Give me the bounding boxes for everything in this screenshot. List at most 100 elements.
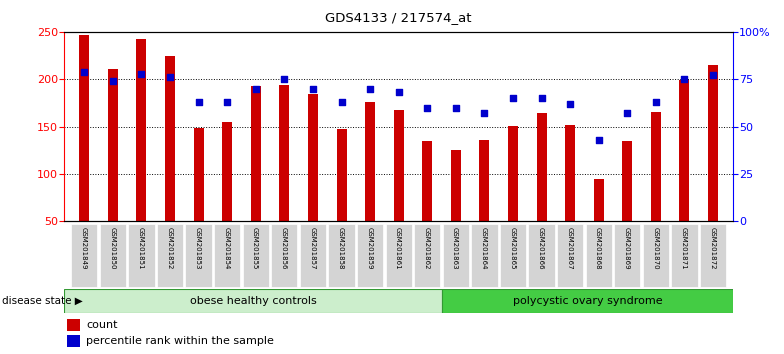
Point (249, 86, 262, 92)
Bar (708, 65, 718, 269)
Point (78, 69, 91, 74)
Point (392, 90, 405, 95)
Bar (471, 224, 498, 286)
Bar (214, 224, 241, 286)
Bar (622, 141, 633, 269)
Point (192, 99, 205, 105)
Bar (443, 224, 469, 286)
Bar (614, 224, 641, 286)
Bar (67, 335, 80, 347)
Bar (414, 224, 441, 286)
Bar (423, 141, 432, 269)
Text: GSM201870: GSM201870 (652, 227, 658, 269)
Bar (186, 224, 212, 286)
Text: GSM201866: GSM201866 (538, 227, 544, 269)
Text: GSM201861: GSM201861 (395, 227, 401, 269)
Bar (108, 69, 118, 269)
Bar (299, 224, 326, 286)
Bar (71, 224, 97, 286)
Text: GSM201850: GSM201850 (109, 227, 115, 269)
Bar (308, 95, 318, 269)
Point (449, 105, 462, 110)
Text: GSM201859: GSM201859 (366, 227, 372, 269)
Bar (336, 130, 347, 269)
Bar (279, 85, 289, 269)
Bar (194, 129, 204, 269)
Text: disease state ▶: disease state ▶ (2, 296, 82, 306)
Text: obese healthy controls: obese healthy controls (190, 296, 317, 306)
Point (421, 105, 434, 110)
Point (307, 86, 319, 92)
Bar (565, 125, 575, 269)
Text: GSM201863: GSM201863 (452, 227, 458, 269)
Bar (365, 102, 375, 269)
Point (506, 95, 519, 101)
Bar (394, 109, 404, 269)
Bar (271, 224, 297, 286)
Bar (700, 224, 726, 286)
Bar (328, 224, 354, 286)
Bar (500, 224, 526, 286)
Text: GSM201868: GSM201868 (595, 227, 601, 269)
Text: GSM201856: GSM201856 (281, 227, 287, 269)
Bar (157, 224, 183, 286)
Bar (593, 179, 604, 269)
Text: GSM201862: GSM201862 (423, 227, 430, 269)
Bar (508, 126, 518, 269)
Bar (251, 86, 261, 269)
Text: GSM201858: GSM201858 (338, 227, 344, 269)
Bar (242, 224, 269, 286)
Text: percentile rank within the sample: percentile rank within the sample (86, 336, 274, 346)
Bar (100, 224, 126, 286)
Text: GSM201869: GSM201869 (623, 227, 630, 269)
Point (107, 78, 119, 84)
Point (164, 74, 176, 80)
Bar (79, 35, 89, 269)
Point (650, 99, 662, 105)
Bar (451, 150, 461, 269)
Bar (136, 39, 147, 269)
Text: GSM201855: GSM201855 (252, 227, 258, 269)
Text: GSM201872: GSM201872 (710, 227, 715, 269)
Bar (222, 122, 232, 269)
Bar (671, 224, 698, 286)
Point (621, 110, 633, 116)
Text: GSM201851: GSM201851 (138, 227, 143, 269)
Text: GSM201857: GSM201857 (309, 227, 315, 269)
Text: count: count (86, 320, 118, 330)
Bar (557, 224, 583, 286)
Bar (442, 289, 733, 313)
Point (135, 71, 147, 76)
Bar (67, 319, 80, 331)
Text: polycystic ovary syndrome: polycystic ovary syndrome (513, 296, 662, 306)
Text: GSM201865: GSM201865 (510, 227, 515, 269)
Text: GSM201854: GSM201854 (223, 227, 230, 269)
Bar (528, 224, 555, 286)
Point (535, 95, 548, 101)
Point (364, 86, 376, 92)
Bar (586, 224, 612, 286)
Bar (64, 289, 442, 313)
Bar (536, 113, 546, 269)
Bar (357, 224, 383, 286)
Text: GSM201849: GSM201849 (81, 227, 86, 269)
Point (593, 137, 605, 143)
Text: GSM201867: GSM201867 (566, 227, 572, 269)
Text: GSM201864: GSM201864 (481, 227, 487, 269)
Bar (129, 224, 154, 286)
Text: GDS4133 / 217574_at: GDS4133 / 217574_at (325, 11, 472, 24)
Point (706, 73, 719, 78)
Point (678, 76, 691, 82)
Point (564, 101, 576, 107)
Bar (643, 224, 669, 286)
Text: GSM201853: GSM201853 (195, 227, 201, 269)
Bar (386, 224, 412, 286)
Bar (651, 112, 661, 269)
Bar (165, 57, 175, 269)
Bar (479, 140, 489, 269)
Point (278, 76, 291, 82)
Point (478, 110, 491, 116)
Text: GSM201852: GSM201852 (166, 227, 172, 269)
Bar (680, 80, 689, 269)
Point (221, 99, 234, 105)
